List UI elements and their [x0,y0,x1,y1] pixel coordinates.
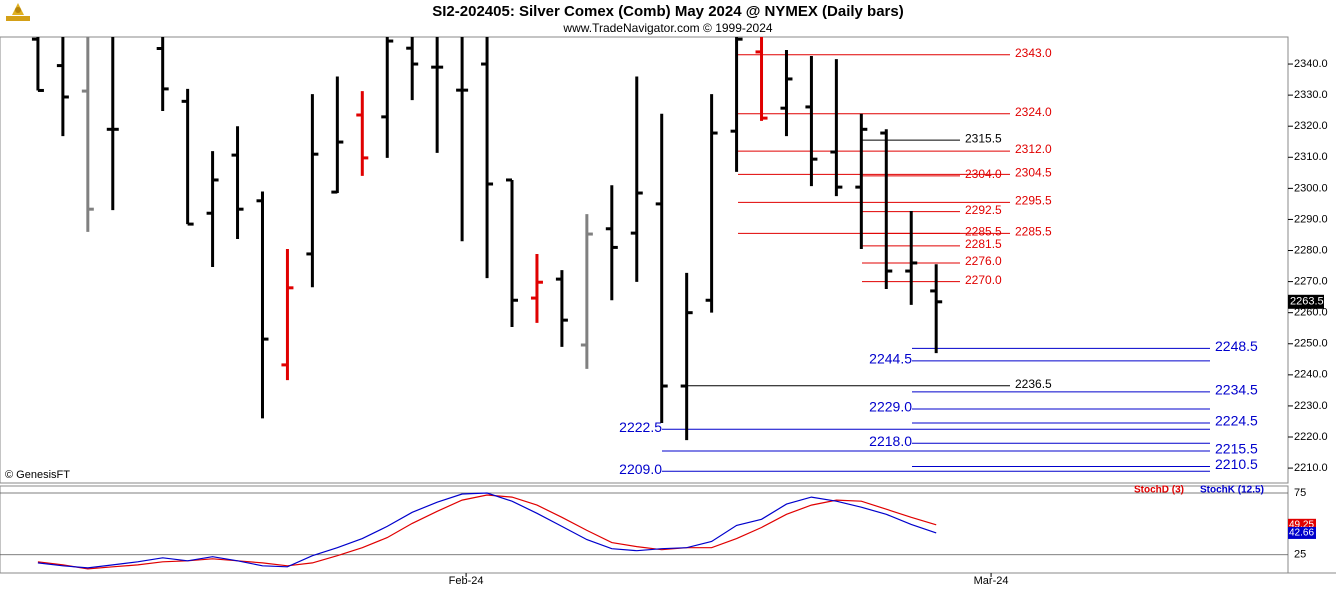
level-label: 2343.0 [1015,46,1052,60]
level-label: 2324.0 [1015,105,1052,119]
level-label: 2229.0 [869,399,912,415]
level-label: 2222.5 [619,419,662,435]
level-label: 2295.5 [1015,194,1052,208]
level-label: 2304.5 [1015,166,1052,180]
y-tick-label: 2320.0 [1294,120,1328,132]
legend-entry: StochK (12.5) [1200,485,1264,496]
y-tick-label: 2280.0 [1294,244,1328,256]
last-price-label: 2263.5 [1290,296,1324,308]
level-label: 2234.5 [1215,382,1258,398]
indicator-value-label: 42.66 [1289,528,1314,539]
chart-subtitle: www.TradeNavigator.com © 1999-2024 [562,21,772,35]
source-note: © GenesisFT [5,469,70,481]
level-label: 2285.5 [965,225,1002,239]
level-label: 2218.0 [869,433,912,449]
y-tick-label: 2290.0 [1294,213,1328,225]
logo [6,3,30,21]
level-label: 2292.5 [965,203,1002,217]
last-price-tag [1288,294,1324,309]
chart-title: SI2-202405: Silver Comex (Comb) May 2024… [432,3,903,20]
main-panel [0,36,1289,484]
y-tick-label: 2260.0 [1294,307,1328,319]
level-label: 2244.5 [869,351,912,367]
indicator-value-label: 49.25 [1289,519,1314,530]
level-label: 2312.0 [1015,142,1052,156]
level-label: 2281.5 [965,237,1002,251]
level-label: 2209.0 [619,461,662,477]
y-tick-label: 2230.0 [1294,400,1328,412]
legend-entry: StochD (3) [1134,485,1184,496]
y-tick-label: 2340.0 [1294,58,1328,70]
level-label: 2285.5 [1015,225,1052,239]
y-tick-label: 2220.0 [1294,431,1328,443]
level-label: 2304.0 [965,167,1002,181]
level-label: 2215.5 [1215,441,1258,457]
indicator-value-tag [1288,526,1316,539]
level-label: 2210.5 [1215,456,1258,472]
y-tick-label: 2250.0 [1294,338,1328,350]
level-label: 2224.5 [1215,413,1258,429]
y-tick-label: 2270.0 [1294,276,1328,288]
y-tick-label: 2240.0 [1294,369,1328,381]
level-label: 2270.0 [965,273,1002,287]
y-tick-label: 2310.0 [1294,151,1328,163]
indicator-tick-label: 75 [1294,487,1306,499]
y-tick-label: 2330.0 [1294,89,1328,101]
level-label: 2236.5 [1015,377,1052,391]
indicator-line [37,492,937,569]
indicator-tick-label: 25 [1294,549,1306,561]
x-tick-label: Feb-24 [449,575,484,587]
level-label: 2248.5 [1215,338,1258,354]
level-label: 2315.5 [965,131,1002,145]
y-tick-label: 2300.0 [1294,182,1328,194]
x-tick-label: Mar-24 [974,575,1009,587]
level-label: 2276.0 [965,254,1002,268]
y-tick-label: 2210.0 [1294,462,1328,474]
